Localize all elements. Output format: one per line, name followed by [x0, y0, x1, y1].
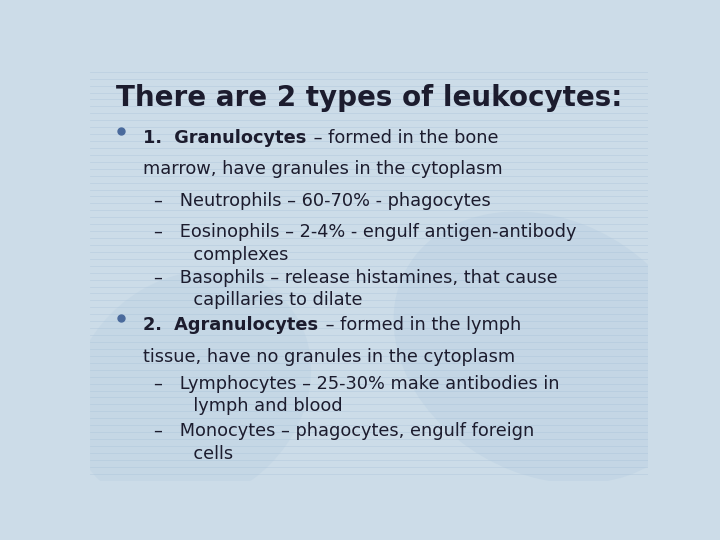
Text: – formed in the lymph: – formed in the lymph — [320, 316, 521, 334]
Text: –   Basophils – release histamines, that cause
       capillaries to dilate: – Basophils – release histamines, that c… — [154, 268, 558, 309]
Ellipse shape — [70, 271, 311, 508]
Ellipse shape — [394, 212, 701, 484]
Text: –   Lymphocytes – 25-30% make antibodies in
       lymph and blood: – Lymphocytes – 25-30% make antibodies i… — [154, 375, 559, 415]
Text: –   Eosinophils – 2-4% - engulf antigen-antibody
       complexes: – Eosinophils – 2-4% - engulf antigen-an… — [154, 223, 577, 264]
Text: 1.  Granulocytes: 1. Granulocytes — [143, 129, 307, 147]
Text: marrow, have granules in the cytoplasm: marrow, have granules in the cytoplasm — [143, 160, 503, 178]
Text: –   Monocytes – phagocytes, engulf foreign
       cells: – Monocytes – phagocytes, engulf foreign… — [154, 422, 534, 463]
Text: – formed in the bone: – formed in the bone — [308, 129, 498, 147]
Text: tissue, have no granules in the cytoplasm: tissue, have no granules in the cytoplas… — [143, 348, 515, 366]
Text: 2.  Agranulocytes: 2. Agranulocytes — [143, 316, 318, 334]
Text: –   Neutrophils – 60-70% - phagocytes: – Neutrophils – 60-70% - phagocytes — [154, 192, 491, 210]
Text: There are 2 types of leukocytes:: There are 2 types of leukocytes: — [116, 84, 622, 112]
